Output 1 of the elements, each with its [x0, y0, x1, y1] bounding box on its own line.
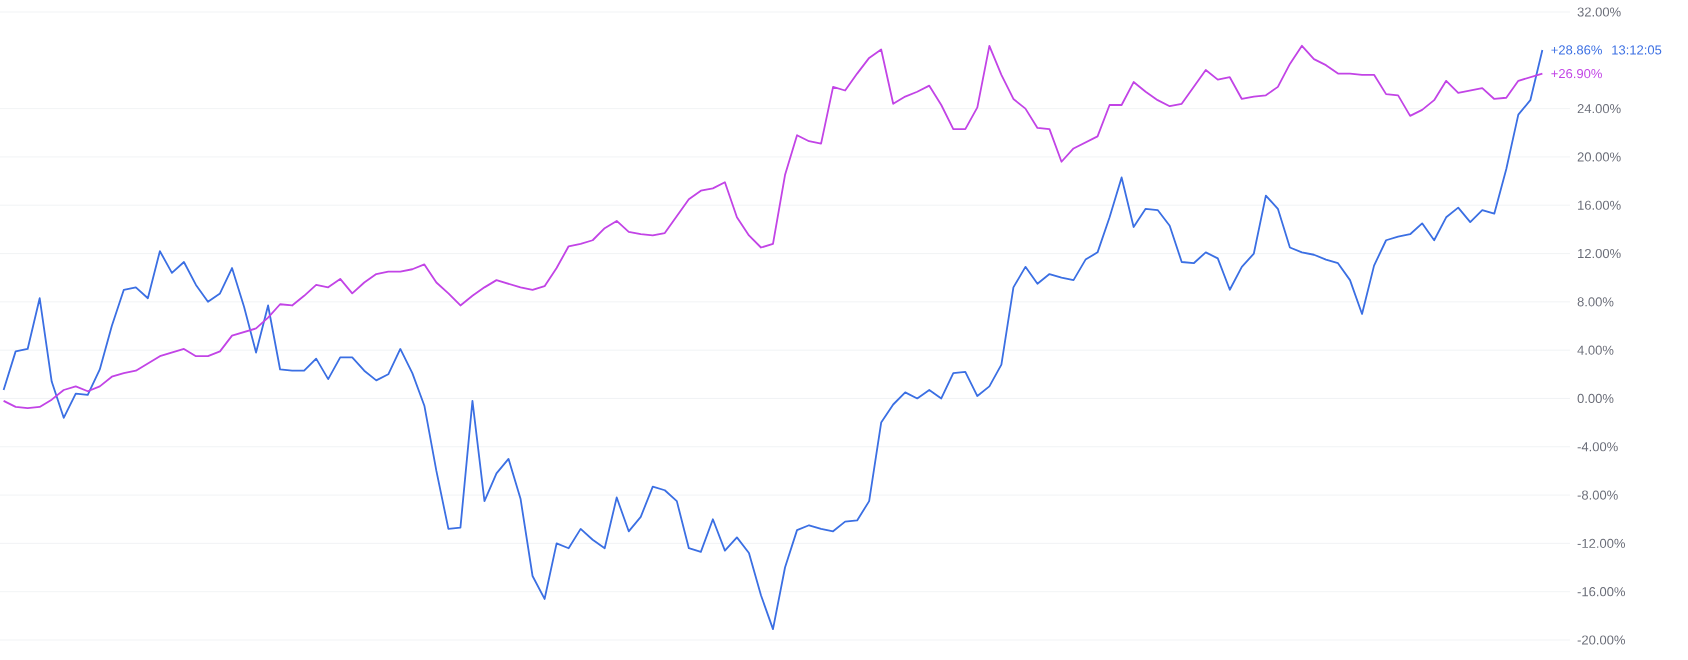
line-series: [2, 49, 1544, 631]
